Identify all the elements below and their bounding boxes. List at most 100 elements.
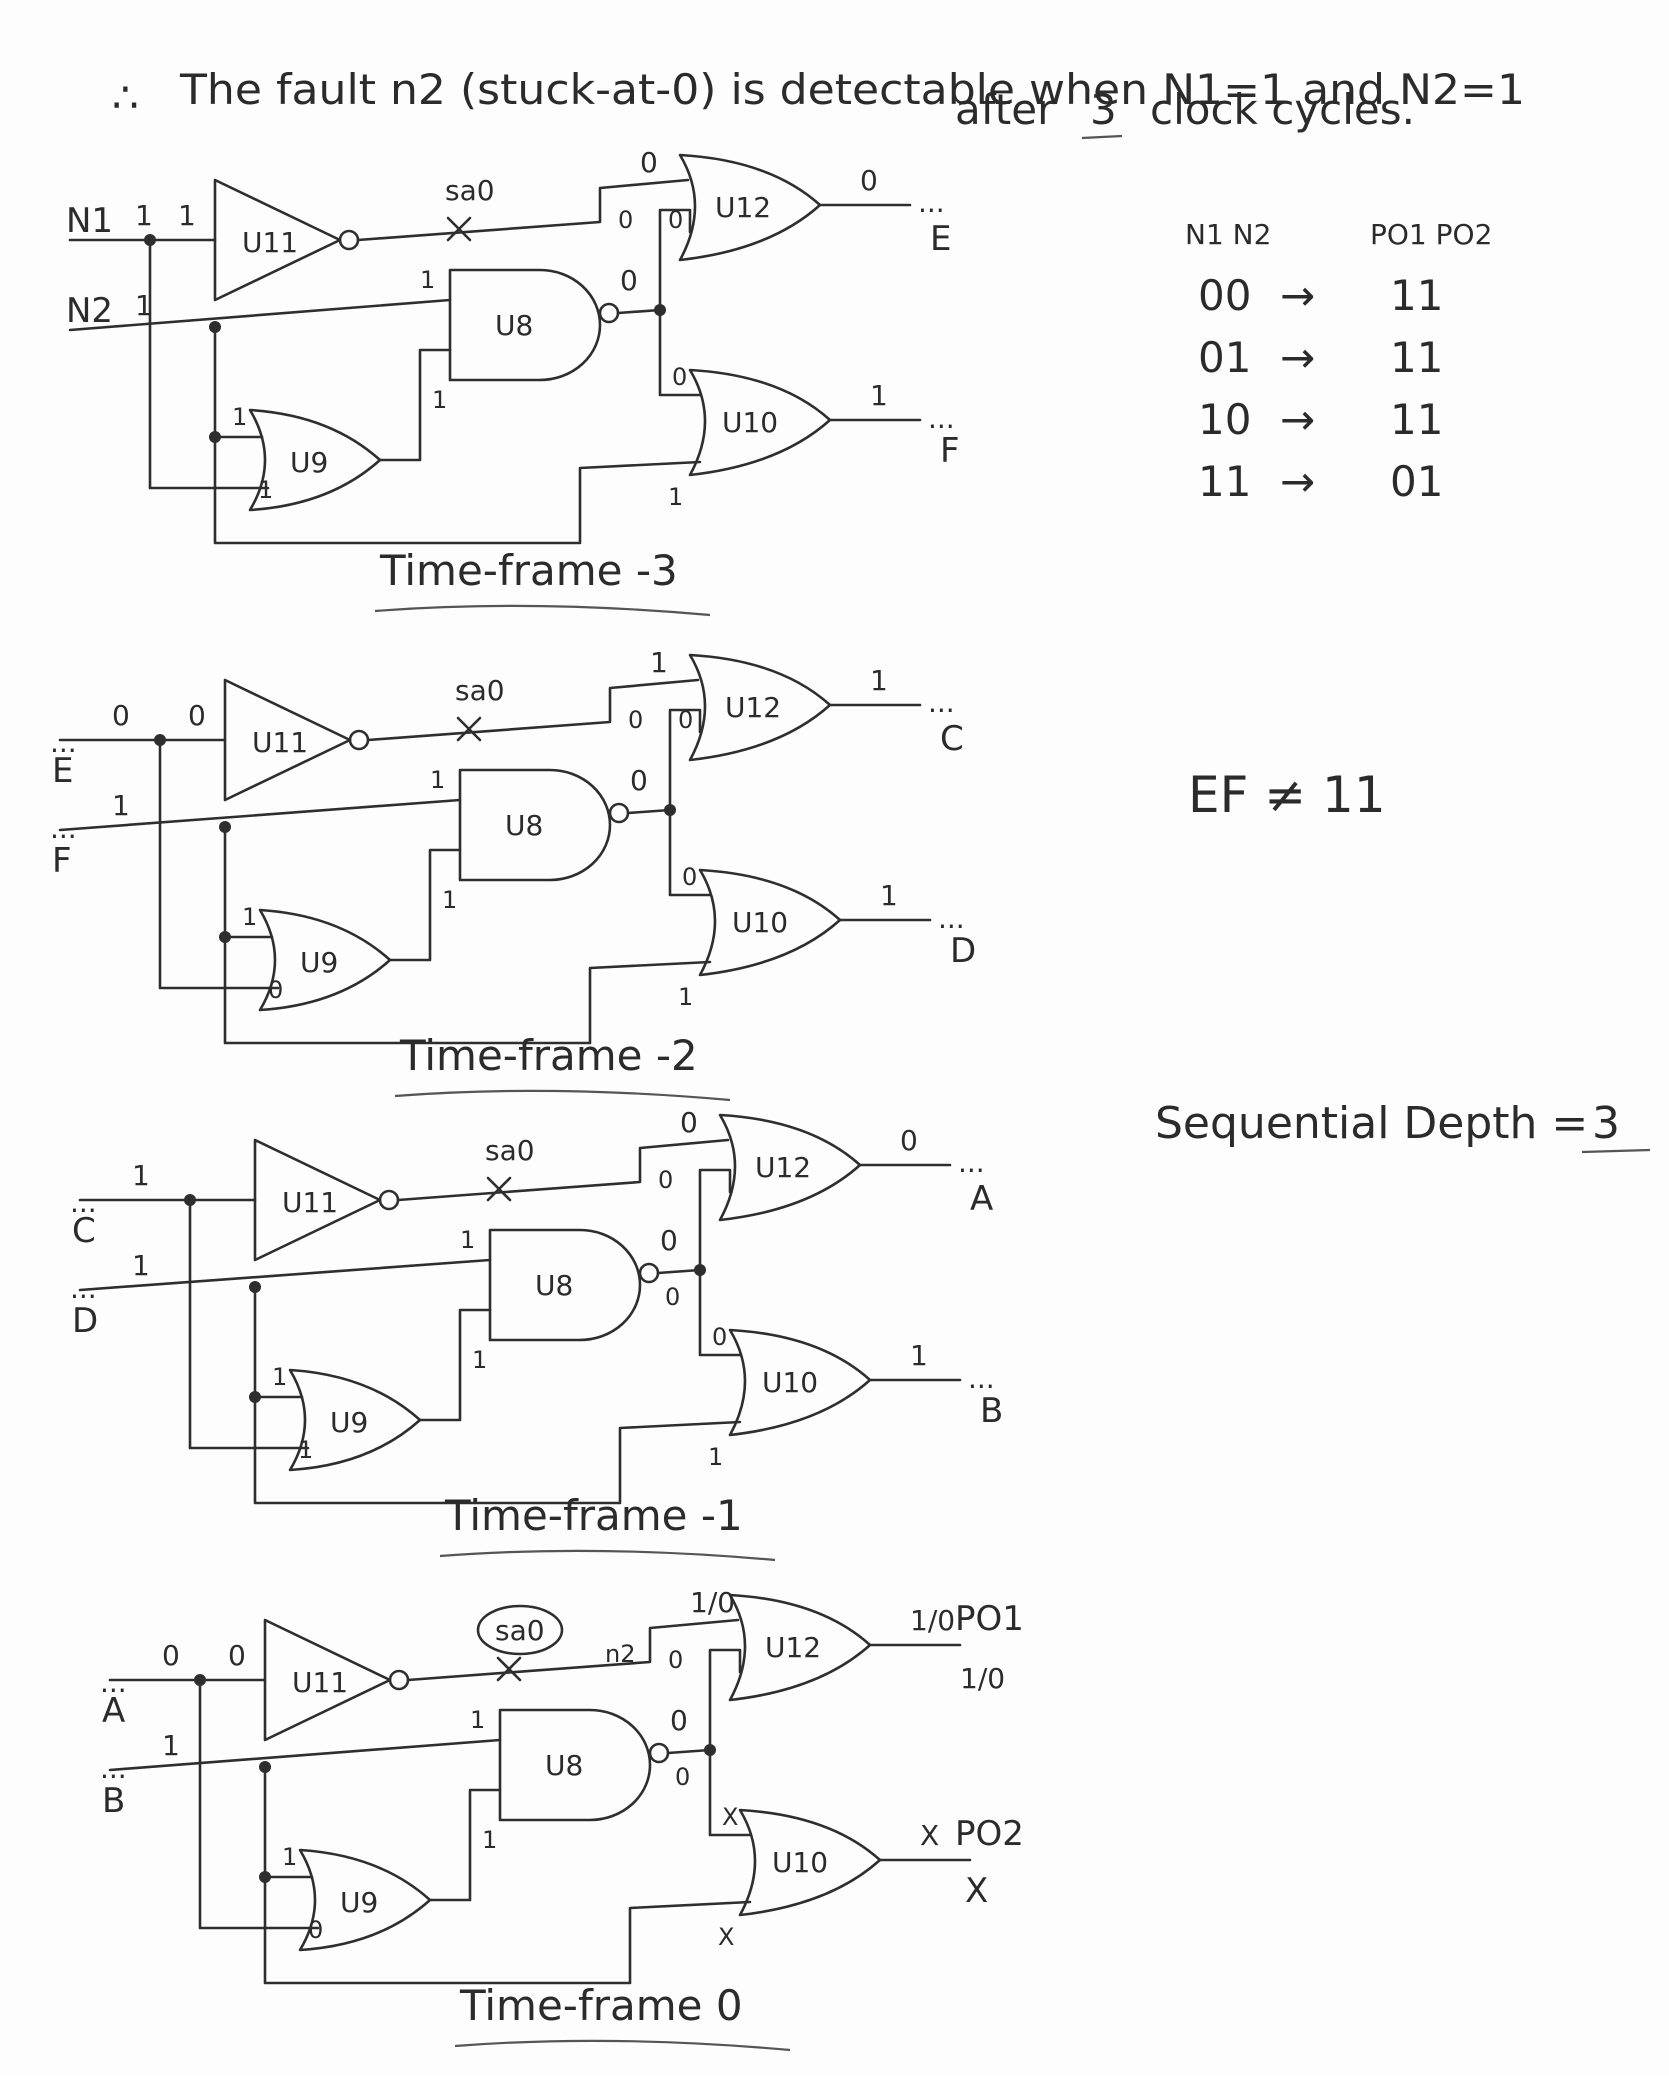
truth-table-arrow: → [1280,457,1315,506]
u8-output-value: 0 [630,764,648,797]
u8-nand-gate [498,1708,652,1822]
u9-label: U9 [330,1406,368,1439]
truth-table-arrow: → [1280,333,1315,382]
u8-output-value-b: 0 [665,1283,680,1311]
u8-input-low-value: 1 [482,1826,497,1854]
u8-to-u12 [708,1648,742,1752]
u10-input-top-value: 0 [712,1323,727,1351]
truth-table-output-value: 11 [1390,333,1443,382]
u12-label: U12 [715,191,771,224]
truth-table-input-value: 01 [1198,333,1251,382]
output-1-value: 1/0 [910,1604,955,1637]
input-1-ellipsis: ... [100,1666,127,1699]
u12-label: U12 [755,1151,811,1184]
output-2-value: X [920,1819,939,1852]
u11-output-wire [366,678,700,742]
input-1-name: N1 [66,201,113,241]
u8-inversion-bubble [598,302,620,324]
u8-input-top-value: 1 [420,266,435,294]
u12-input-low-value: 0 [678,706,693,734]
u12-input-top-value: 0 [680,1106,698,1139]
u8-label: U8 [495,309,533,342]
u8-nand-gate [488,1228,642,1342]
output-2-ellipsis: ... [938,902,965,935]
u10-input-top-value: 0 [682,863,697,891]
u8-output-wire [626,808,672,815]
fault-x-mark-b [496,1656,522,1682]
truth-table-row: 11 → 01 [1198,457,1443,506]
u9-or-gate [288,1368,422,1472]
output-1-value: 1 [870,664,888,697]
u12-input-mid-value: 0 [658,1166,673,1194]
u9-input-top-value: 1 [242,903,257,931]
fault-x-mark-b [486,1176,512,1202]
u11-output-wire [396,1138,730,1202]
u12-input-mid-value: 0 [668,1646,683,1674]
u8-to-u10 [708,1748,752,1837]
u8-output-value: 0 [660,1224,678,1257]
output-2-value: 1 [880,879,898,912]
u9-or-gate [258,908,392,1012]
u10-input-top-value: 0 [672,363,687,391]
output-2-name: D [950,931,976,971]
u10-label: U10 [722,406,778,439]
u12-input-top-value: 1 [650,646,668,679]
input-2-ellipsis: ... [70,1272,97,1305]
u10-or-gate [738,1808,882,1917]
input-1-ellipsis: ... [50,726,77,759]
input-2-wire [78,1258,492,1292]
u8-to-u10 [658,308,702,397]
u8-input-low-value: 1 [442,886,457,914]
time-frame-title-underline [394,1089,731,1102]
u11-label: U11 [242,226,298,259]
truth-table-output-value: 01 [1390,457,1443,506]
input-2-name: B [102,1781,125,1821]
input-2-name: F [52,841,72,881]
time-frame-title: Time-frame -2 [399,1031,698,1080]
u8-output-value-b: 0 [675,1763,690,1791]
u8-to-u10 [668,808,712,897]
u8-output-value: 0 [620,264,638,297]
output-2-name: B [980,1391,1003,1431]
input-2-wire [58,798,462,832]
output-1-name: E [930,219,951,259]
u9-output-wire [418,1308,492,1422]
u9-input-low-value: 0 [268,976,283,1004]
truth-table-row: 00 → 11 [1198,271,1443,320]
fault-sa0-label: sa0 [495,1614,545,1647]
truth-table-header-outputs: PO1 PO2 [1370,218,1492,251]
u10-or-gate [698,868,842,977]
output-1-ellipsis: ... [928,686,955,719]
fault-sa0-label: sa0 [455,674,505,707]
u8-input-low-value: 1 [432,386,447,414]
u8-nand-gate [458,768,612,882]
time-frame-title: Time-frame -1 [444,1491,743,1540]
u10-label: U10 [732,906,788,939]
u8-label: U8 [505,809,543,842]
u12-input-top-value: 1/0 [690,1586,735,1619]
sequential-depth-label: Sequential Depth = [1155,1098,1588,1149]
u8-label: U8 [545,1749,583,1782]
u12-or-gate [728,1593,872,1702]
input-1-value: 0 [112,699,130,732]
output-2-ellipsis: ... [928,402,955,435]
output-1-ellipsis: ... [918,186,945,219]
fault-x-mark-b [446,216,472,242]
fault-sa0-label: sa0 [485,1134,535,1167]
input-2-ellipsis: ... [50,812,77,845]
u10-label: U10 [772,1846,828,1879]
u8-inversion-bubble [648,1742,670,1764]
u10-or-gate [688,368,832,477]
u10-input-low-value: X [718,1923,734,1951]
u8-to-u12 [658,208,692,312]
truth-table-input-value: 10 [1198,395,1251,444]
input-1-value: 1 [132,1159,150,1192]
ef-constraint-note: EF ≠ 11 [1188,766,1386,824]
u12-or-gate [678,153,822,262]
u9-input-top-value: 1 [282,1843,297,1871]
truth-table-output-value: 11 [1390,271,1443,320]
input-2-wire [108,1738,502,1772]
